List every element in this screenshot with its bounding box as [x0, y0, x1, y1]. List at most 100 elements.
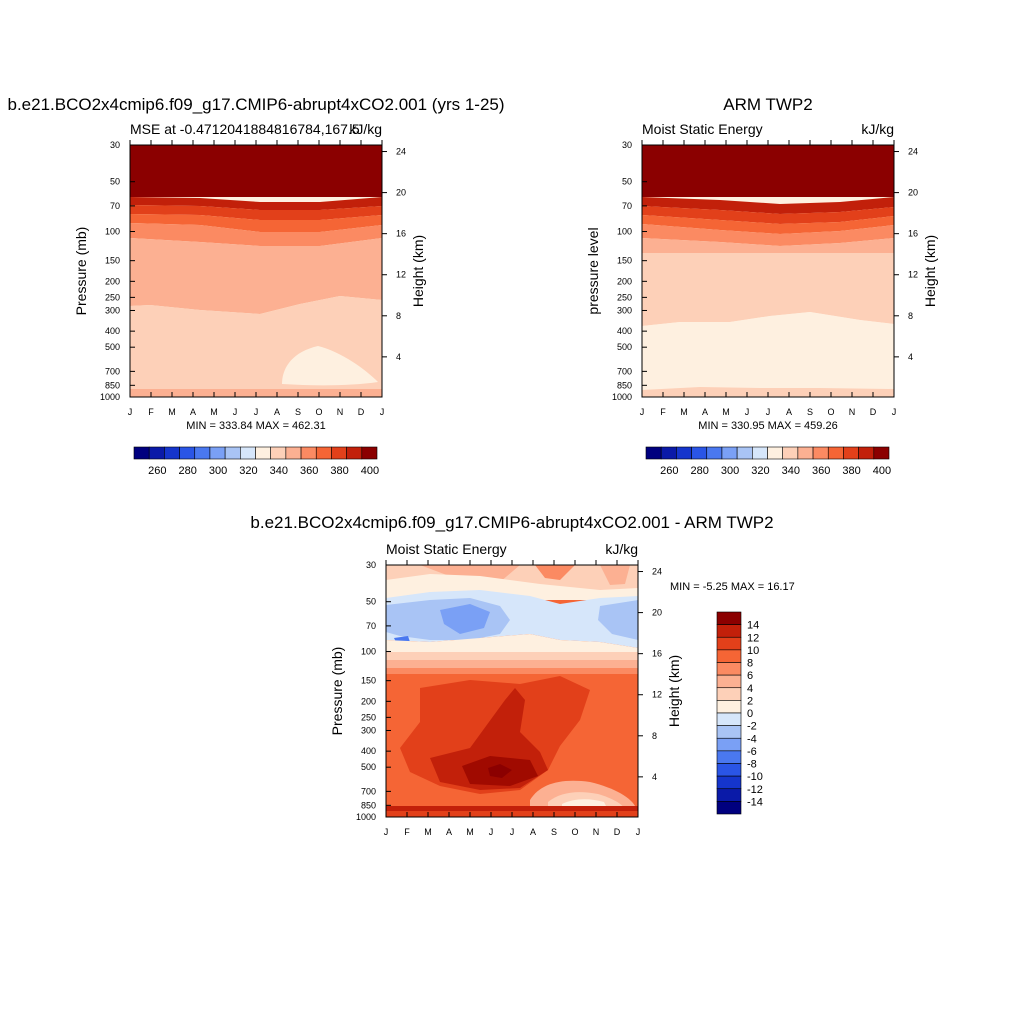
x-tick-label: S	[807, 407, 813, 417]
contour-trop-4	[386, 668, 638, 674]
contour-layer-6	[642, 215, 894, 234]
plot-area	[129, 144, 383, 398]
colorbar-cell	[660, 446, 677, 460]
colorbar-cell	[346, 446, 363, 460]
colorbar-label: 280	[178, 465, 196, 477]
y-axis-label: Pressure (mb)	[329, 647, 345, 736]
colorbar-cell	[736, 446, 753, 460]
panel-subtitle-right: kJ/kg	[349, 121, 382, 137]
colorbar-label: 380	[330, 465, 348, 477]
y-tick-label: 400	[361, 746, 376, 756]
y-tick-label-right: 24	[396, 147, 406, 157]
panel-title: b.e21.BCO2x4cmip6.f09_g17.CMIP6-abrupt4x…	[250, 513, 773, 532]
colorbar-cell	[224, 446, 241, 460]
y-axis-label: pressure level	[585, 227, 601, 314]
y-tick-label: 200	[105, 276, 120, 286]
y-tick-label: 850	[617, 380, 632, 390]
colorbar-cell	[812, 446, 829, 460]
colorbar-label: 320	[751, 465, 769, 477]
colorbar-label: 300	[721, 465, 739, 477]
y-tick-label: 100	[361, 647, 376, 657]
colorbar-label: 280	[690, 465, 708, 477]
x-tick-label: M	[210, 407, 218, 417]
x-tick-label: F	[404, 827, 410, 837]
colorbar-cell	[285, 446, 302, 460]
x-tick-label: J	[745, 407, 750, 417]
y-tick-label: 300	[105, 305, 120, 315]
colorbar-cell	[676, 446, 692, 460]
y-tick-label: 500	[617, 342, 632, 352]
contour-layer-3	[642, 253, 894, 326]
contour-trop-1	[386, 634, 638, 652]
colorbar: 260 280 300 320 340 360 380 400	[645, 446, 891, 477]
y-tick-label: 700	[361, 786, 376, 796]
colorbar-cell	[827, 446, 844, 460]
y-tick-label: 50	[110, 177, 120, 187]
colorbar-cell	[716, 750, 742, 764]
contour-layer-8	[130, 197, 382, 210]
y-tick-label-right: 4	[908, 352, 913, 362]
y-tick-label-right: 4	[396, 352, 401, 362]
x-tick-label: M	[466, 827, 474, 837]
plot-area	[385, 564, 639, 818]
panel-title: b.e21.BCO2x4cmip6.f09_g17.CMIP6-abrupt4x…	[7, 95, 504, 114]
contour-layer-9	[130, 145, 382, 197]
x-tick-label: J	[892, 407, 897, 417]
contour-blue-5	[394, 636, 410, 642]
colorbar-label: 260	[148, 465, 166, 477]
contour-layer-6	[130, 214, 382, 232]
y-tick-label-right: 20	[908, 188, 918, 198]
colorbar-cell	[179, 446, 196, 460]
y-tick-label: 300	[617, 305, 632, 315]
y-axis-label: Pressure (mb)	[73, 227, 89, 316]
minmax-label: MIN = -5.25 MAX = 16.17	[670, 581, 795, 593]
x-tick-label: O	[827, 407, 834, 417]
panel-subtitle-right: kJ/kg	[605, 541, 638, 557]
colorbar-label: 340	[782, 465, 800, 477]
y-tick-label: 150	[105, 256, 120, 266]
x-tick-label: A	[446, 827, 452, 837]
y-tick-label-right: 12	[396, 270, 406, 280]
colorbar-label: -10	[747, 771, 763, 783]
colorbar-cell	[716, 725, 742, 739]
minmax-label: MIN = 330.95 MAX = 459.26	[698, 420, 837, 432]
panel-subtitle-left: MSE at -0.4712041884816784,167.5	[130, 121, 360, 137]
colorbar-cell	[133, 446, 150, 460]
contour-layer-4	[130, 238, 382, 314]
colorbar-label: 400	[873, 465, 891, 477]
colorbar-label: 8	[747, 658, 753, 670]
x-tick-label: A	[702, 407, 708, 417]
contour-layer-5	[130, 223, 382, 246]
y-tick-label: 500	[105, 342, 120, 352]
y-tick-label: 1000	[356, 812, 376, 822]
colorbar-label: -12	[747, 784, 763, 796]
y-tick-label: 700	[105, 366, 120, 376]
contour-top-warm	[420, 565, 520, 582]
y-tick-label: 150	[617, 256, 632, 266]
x-tick-label: F	[660, 407, 666, 417]
panel-model: b.e21.BCO2x4cmip6.f09_g17.CMIP6-abrupt4x…	[7, 95, 504, 477]
y-tick-label: 500	[361, 762, 376, 772]
x-tick-label: N	[337, 407, 344, 417]
colorbar-cell	[300, 446, 317, 460]
axes: J F M A M J J A S O N D J 30 50 70 100 150 200 250 300 400 500…	[612, 140, 918, 417]
contour-trop-3	[386, 660, 638, 668]
y-tick-label: 850	[105, 380, 120, 390]
y-tick-label-right: 8	[652, 731, 657, 741]
colorbar-cell	[716, 624, 742, 638]
colorbar-label: 10	[747, 645, 759, 657]
colorbar-cell	[240, 446, 256, 460]
x-tick-label: J	[510, 827, 515, 837]
panel-subtitle-left: Moist Static Energy	[642, 121, 763, 137]
colorbar-cell	[361, 446, 378, 460]
colorbar-label: -14	[747, 796, 763, 808]
y-axis-label-right: Height (km)	[410, 235, 426, 307]
colorbar-cell	[691, 446, 708, 460]
contour-layer-2	[282, 346, 378, 386]
y-tick-label: 250	[361, 712, 376, 722]
x-tick-label: F	[148, 407, 154, 417]
colorbar-label: 14	[747, 620, 759, 632]
y-tick-label: 1000	[612, 392, 632, 402]
x-tick-label: N	[593, 827, 600, 837]
